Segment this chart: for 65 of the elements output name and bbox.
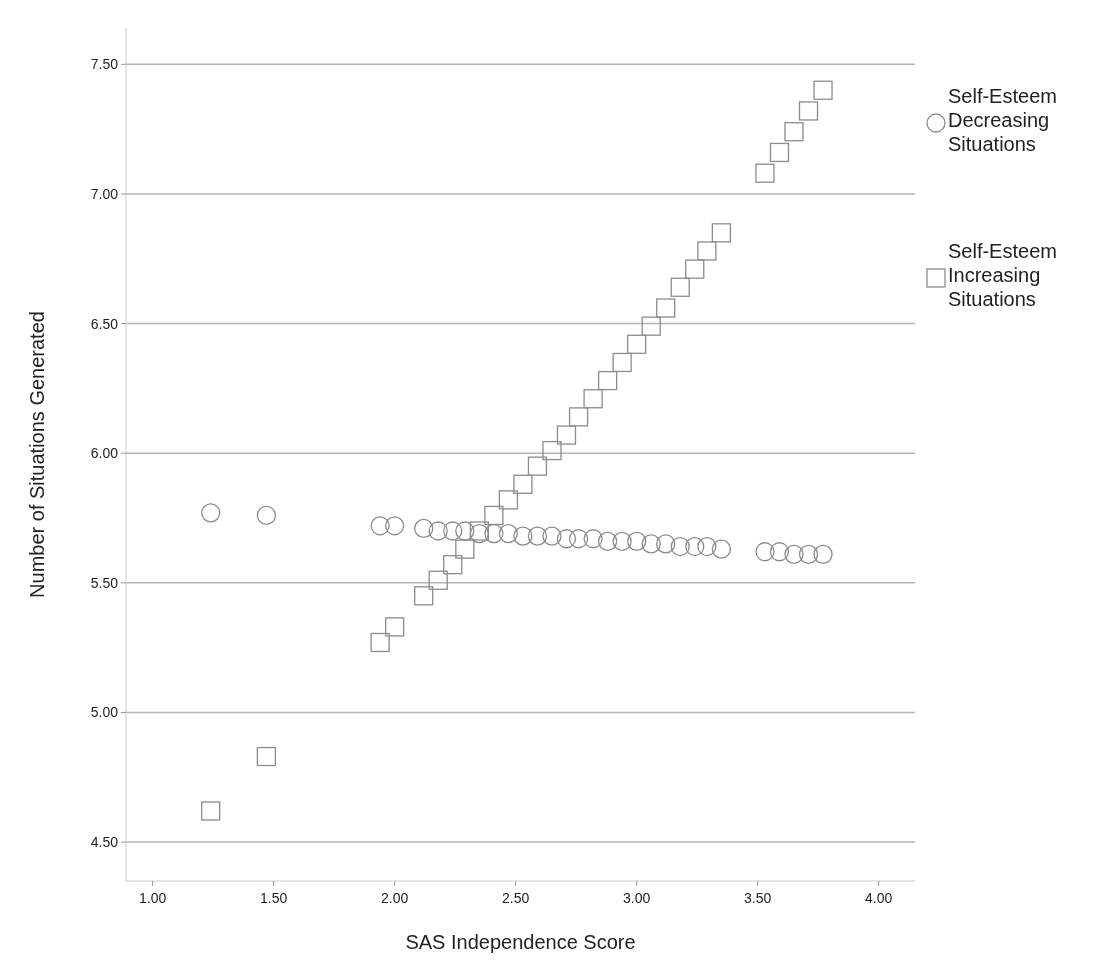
point bbox=[256, 505, 277, 526]
x-tick-label: 4.00 bbox=[865, 890, 893, 906]
point bbox=[527, 456, 548, 476]
point bbox=[798, 101, 819, 121]
point bbox=[711, 223, 732, 243]
point bbox=[414, 586, 434, 606]
x-tick-label: 2.00 bbox=[381, 890, 409, 906]
point bbox=[784, 544, 804, 564]
point bbox=[443, 555, 463, 575]
point bbox=[697, 241, 717, 261]
y-tick-label: 4.50 bbox=[90, 834, 119, 851]
point bbox=[201, 801, 221, 821]
point bbox=[513, 474, 533, 494]
point bbox=[414, 518, 434, 539]
point bbox=[568, 529, 589, 549]
point bbox=[641, 316, 661, 336]
point bbox=[455, 539, 475, 559]
point bbox=[711, 539, 732, 559]
legend-label: Self-Esteem Increasing Situations bbox=[948, 240, 1057, 310]
point bbox=[498, 490, 519, 510]
point bbox=[370, 516, 390, 536]
x-tick-label: 3.00 bbox=[623, 890, 651, 906]
y-tick-label: 6.00 bbox=[90, 445, 119, 462]
y-tick-label: 6.50 bbox=[90, 315, 119, 332]
point bbox=[627, 334, 647, 354]
point bbox=[428, 570, 448, 590]
point bbox=[385, 516, 405, 536]
point bbox=[784, 122, 804, 142]
legend-label: Self-Esteem Decreasing Situations bbox=[948, 85, 1057, 155]
y-tick-label: 5.50 bbox=[90, 574, 119, 591]
point bbox=[568, 407, 589, 427]
point bbox=[813, 544, 833, 564]
point bbox=[583, 389, 603, 409]
x-axis-title: SAS Independence Score bbox=[405, 931, 636, 953]
point bbox=[755, 163, 775, 183]
y-tick-label: 7.50 bbox=[90, 56, 119, 73]
point bbox=[597, 370, 618, 391]
x-tick-label: 1.00 bbox=[139, 890, 167, 906]
x-tick-label: 2.50 bbox=[502, 890, 530, 906]
point bbox=[755, 542, 775, 562]
point bbox=[627, 531, 647, 552]
y-axis-title: Number of Situations Generated bbox=[26, 311, 48, 598]
point bbox=[556, 529, 577, 549]
point bbox=[556, 425, 577, 445]
y-tick-label: 5.00 bbox=[90, 704, 119, 721]
point bbox=[542, 526, 562, 546]
point bbox=[484, 505, 504, 526]
point bbox=[612, 352, 632, 373]
point bbox=[370, 632, 390, 653]
point bbox=[542, 440, 562, 461]
point bbox=[813, 80, 833, 100]
point bbox=[201, 503, 221, 523]
y-tick-label: 7.00 bbox=[90, 185, 119, 202]
x-tick-label: 1.50 bbox=[260, 890, 288, 906]
point bbox=[656, 534, 676, 554]
point bbox=[612, 531, 632, 552]
point bbox=[385, 617, 405, 637]
point bbox=[498, 523, 519, 544]
point bbox=[769, 142, 790, 163]
point bbox=[583, 529, 603, 549]
x-tick-label: 3.50 bbox=[744, 890, 772, 906]
point bbox=[256, 746, 277, 767]
point bbox=[656, 298, 676, 318]
point bbox=[670, 277, 690, 297]
point bbox=[685, 259, 705, 279]
